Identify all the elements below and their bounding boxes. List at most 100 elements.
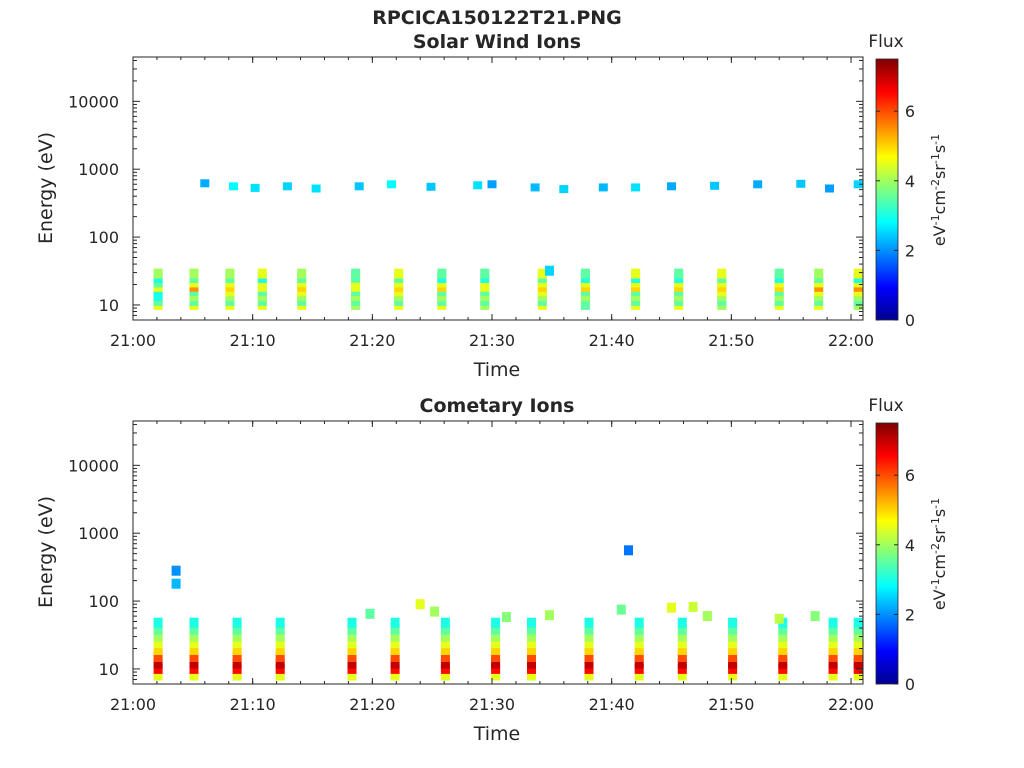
heatmap-cell	[153, 645, 163, 655]
heatmap-cell	[257, 268, 267, 279]
heatmap-cell	[480, 268, 490, 279]
heatmap-cell	[153, 638, 163, 649]
heatmap-cell	[491, 652, 501, 662]
heatmap-cell	[728, 624, 738, 635]
heatmap-cell	[347, 658, 357, 669]
heatmap-cell	[527, 638, 536, 649]
heatmap-cell	[545, 265, 554, 276]
heatmap-cell	[347, 624, 357, 635]
heatmap-cell	[616, 604, 626, 615]
x-tick-label: 21:20	[349, 695, 395, 714]
heatmap-cell	[390, 645, 400, 655]
colorbar-units: eV-1cm-2sr-1s-1	[929, 498, 950, 610]
heatmap-cell	[584, 645, 594, 655]
heatmap-cell	[275, 658, 285, 669]
heatmap-cell	[275, 624, 285, 635]
heatmap-cell	[634, 638, 644, 649]
y-axis-label: Energy (eV)	[35, 132, 57, 244]
heatmap-cell	[250, 183, 260, 192]
heatmap-cell	[702, 611, 712, 622]
heatmap-cell	[347, 617, 357, 628]
heatmap-cell	[189, 631, 199, 642]
heatmap-cell	[189, 658, 199, 669]
heatmap-cell	[232, 624, 242, 635]
heatmap-cell	[778, 652, 788, 662]
heatmap-cell	[171, 578, 181, 589]
cometary-ions-panel: Cometary Ions 21:00 21:10 21:20 21:30 21:40 2…	[35, 395, 949, 745]
heatmap-cell	[545, 610, 554, 621]
x-tick-label: 21:30	[469, 331, 515, 350]
heatmap-cell	[853, 180, 863, 189]
heatmap-cell	[677, 670, 687, 681]
x-tick-label: 21:50	[708, 695, 754, 714]
panel-title: Solar Wind Ions	[413, 31, 581, 53]
x-tick-label: 21:20	[349, 331, 395, 350]
y-axis: 10 100 1000 10000	[68, 59, 863, 321]
heatmap-cell	[631, 183, 641, 192]
solar-wind-ions-panel: Solar Wind Ions 21:00 21:10 21:20 21:30 21:4…	[35, 31, 949, 381]
heatmap-cell	[440, 631, 450, 642]
heatmap-cell	[728, 652, 738, 662]
heatmap-cell	[598, 183, 608, 192]
heatmap-cell	[189, 617, 199, 628]
heatmap-cell	[390, 658, 400, 669]
heatmap-cell	[825, 184, 834, 193]
heatmap-cell	[232, 645, 242, 655]
heatmap-cell	[584, 652, 594, 662]
heatmap-cell	[853, 658, 863, 669]
heatmap-cell	[634, 663, 644, 674]
panel-title: Cometary Ions	[420, 395, 575, 417]
heatmap-cell	[189, 652, 199, 662]
heatmap-cell	[774, 268, 784, 279]
colorbar-title: Flux	[868, 396, 903, 416]
heatmap-cell	[347, 645, 357, 655]
heatmap-cell	[275, 652, 285, 662]
x-tick-label: 21:00	[110, 695, 156, 714]
heatmap-cell	[580, 268, 590, 279]
heatmap-cell	[311, 184, 321, 193]
heatmap-cell	[390, 670, 400, 681]
x-axis: 21:00 21:10 21:20 21:30 21:40 21:50 22:00	[110, 57, 874, 350]
heatmap-cell	[677, 624, 687, 635]
heatmap-cell	[728, 631, 738, 642]
heatmap-cell	[501, 612, 511, 623]
heatmap-cell	[153, 617, 163, 628]
heatmap-cell	[394, 268, 404, 279]
heatmap-cell	[347, 631, 357, 642]
heatmap-cell	[347, 638, 357, 649]
heatmap-cell	[491, 638, 501, 649]
heatmap-cell	[189, 638, 199, 649]
heatmap-cell	[584, 617, 594, 628]
colorbar-ticks: 0 2 4 6	[876, 102, 915, 330]
heatmap-cell	[491, 645, 501, 655]
heatmap-cell	[728, 638, 738, 649]
heatmap-cell	[688, 601, 698, 612]
heatmap-cell	[728, 617, 738, 628]
heatmap-cell	[853, 617, 863, 628]
heatmap-cell	[153, 658, 163, 669]
heatmap-cell	[347, 663, 357, 674]
heatmap-cell	[153, 652, 163, 662]
colorbar-units: eV-1cm-2sr-1s-1	[929, 134, 950, 246]
heatmap-cell	[282, 182, 292, 191]
heatmap-cell	[351, 268, 361, 279]
heatmap-cell	[828, 631, 838, 642]
heatmap-cell	[584, 624, 594, 635]
heatmap-cell	[390, 663, 400, 674]
heatmap-cell	[527, 652, 536, 662]
heatmap-cell	[728, 658, 738, 669]
heatmap-cell	[584, 670, 594, 681]
heatmap-cell	[537, 268, 547, 279]
heatmap-cell	[634, 617, 644, 628]
x-tick-label: 22:00	[828, 331, 874, 350]
heatmap-cell	[232, 658, 242, 669]
colorbar	[875, 58, 899, 321]
heatmap-cell	[778, 638, 788, 649]
x-axis-label: Time	[473, 359, 521, 381]
heatmap-cell	[674, 268, 684, 279]
heatmap-cell	[728, 645, 738, 655]
heatmap-cell	[437, 268, 447, 279]
heatmap-cell	[232, 670, 242, 681]
x-tick-label: 21:30	[469, 695, 515, 714]
